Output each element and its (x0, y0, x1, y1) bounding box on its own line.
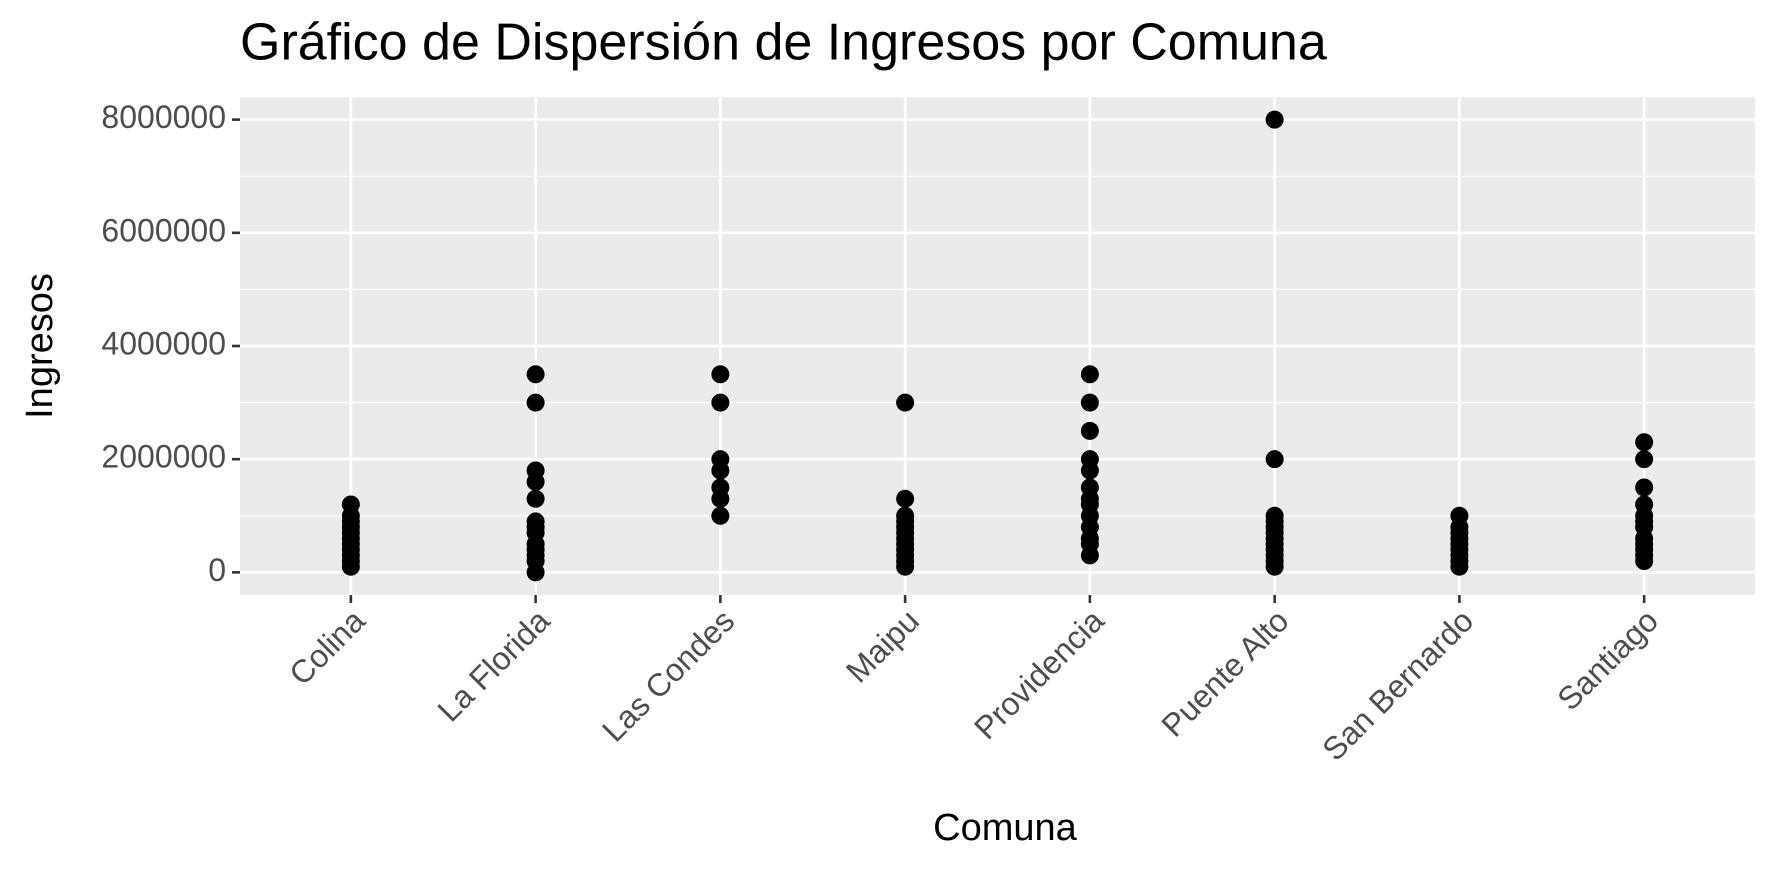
point (711, 506, 730, 525)
point (1080, 421, 1099, 440)
point (526, 472, 545, 491)
point (711, 393, 730, 412)
point (1080, 461, 1099, 480)
y-tick-label: 2000000 (101, 439, 226, 475)
y-tick-label: 4000000 (101, 325, 226, 361)
point (526, 365, 545, 384)
point (1265, 557, 1284, 576)
point (526, 393, 545, 412)
y-tick-label: 6000000 (101, 212, 226, 248)
point (896, 393, 915, 412)
x-axis-title: Comuna (933, 807, 1077, 849)
point (526, 489, 545, 508)
point (1265, 110, 1284, 129)
point (711, 461, 730, 480)
point (711, 365, 730, 384)
point (1080, 393, 1099, 412)
point (896, 557, 915, 576)
y-axis-title: Ingresos (19, 273, 61, 419)
point (1635, 433, 1654, 452)
point (1265, 450, 1284, 469)
point (526, 563, 545, 582)
y-tick-label: 8000000 (101, 99, 226, 135)
point (1635, 552, 1654, 571)
point (1080, 546, 1099, 565)
point (896, 489, 915, 508)
point (1450, 557, 1469, 576)
point (1080, 365, 1099, 384)
point (711, 489, 730, 508)
y-tick-label: 0 (208, 552, 226, 588)
point (1635, 450, 1654, 469)
point (1635, 478, 1654, 497)
point (341, 557, 360, 576)
chart-title: Gráfico de Dispersión de Ingresos por Co… (240, 14, 1327, 72)
